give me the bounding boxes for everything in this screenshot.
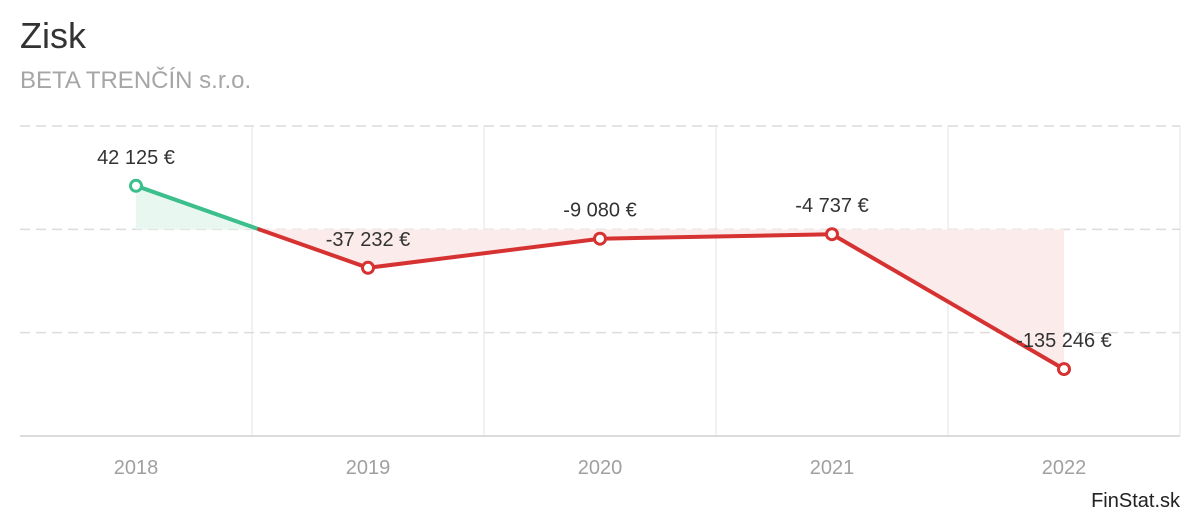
data-point-2020 — [593, 231, 607, 246]
x-tick-label-2022: 2022 — [1042, 457, 1087, 479]
x-tick-label-2020: 2020 — [578, 457, 623, 479]
point-layer — [129, 178, 1071, 377]
data-point-2018 — [129, 178, 143, 193]
data-point-2019 — [361, 260, 375, 275]
line-segment-positive — [134, 183, 262, 232]
x-tick-label-2019: 2019 — [346, 457, 391, 479]
line-segment-negative — [257, 227, 370, 270]
chart-subtitle: BETA TRENČÍN s.r.o. — [20, 67, 252, 94]
data-label-2019: -37 232 € — [326, 229, 411, 251]
data-label-2021: -4 737 € — [795, 195, 868, 217]
data-point-2022 — [1057, 362, 1071, 377]
line-layer — [134, 183, 1066, 372]
line-segment-negative — [598, 232, 834, 241]
x-tick-layer: 2018 2019 2020 2021 2022 — [114, 457, 1087, 479]
line-segment-negative — [830, 232, 1066, 372]
x-tick-label-2021: 2021 — [810, 457, 855, 479]
data-label-2018: 42 125 € — [97, 147, 175, 169]
line-segment-negative — [366, 236, 602, 270]
data-label-2022: -135 246 € — [1016, 330, 1112, 352]
data-point-2021 — [825, 227, 839, 242]
credit-text[interactable]: FinStat.sk — [1091, 490, 1180, 512]
chart-title: Zisk — [20, 15, 86, 56]
x-tick-label-2018: 2018 — [114, 457, 159, 479]
data-label-2020: -9 080 € — [563, 200, 636, 222]
data-label-layer: 42 125 € -37 232 € -9 080 € -4 737 € -135 24… — [97, 147, 1112, 352]
area-fill-negative — [368, 229, 600, 268]
